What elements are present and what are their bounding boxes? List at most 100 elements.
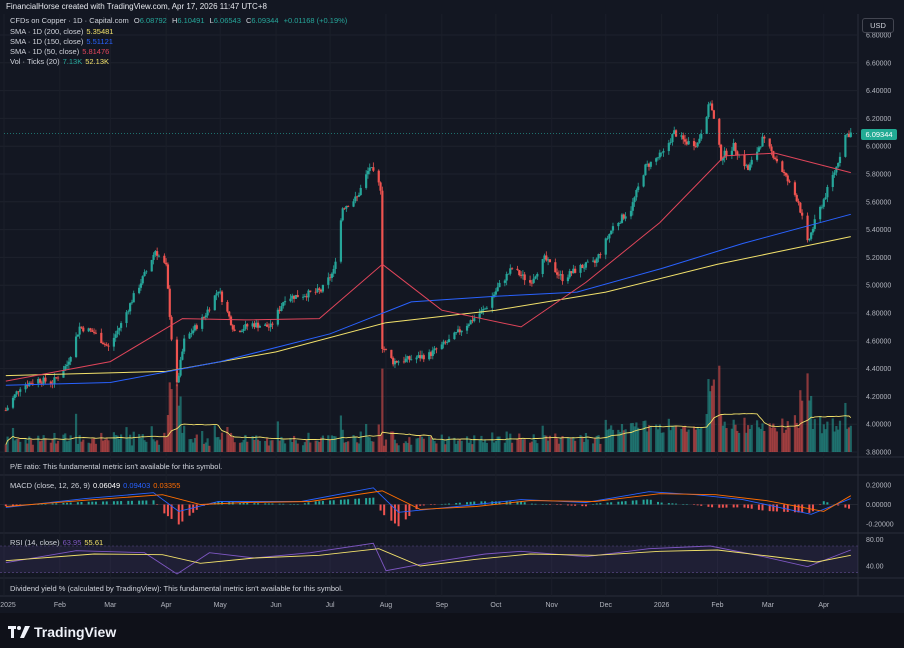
volume-bar <box>471 444 474 452</box>
volume-bar <box>799 390 802 452</box>
candle-body <box>570 271 573 274</box>
volume-bar <box>283 443 287 452</box>
candle-body <box>849 132 852 137</box>
candle-body <box>763 136 766 139</box>
volume-bar <box>188 439 191 452</box>
candle-body <box>372 167 375 171</box>
volume-bar <box>15 438 18 452</box>
candle-body <box>116 330 119 335</box>
volume-bar <box>694 429 697 452</box>
price-tick-label: 6.20000 <box>866 116 891 123</box>
volume-bar <box>656 429 660 452</box>
volume-bar <box>429 436 433 452</box>
macd-histogram-bar <box>289 504 292 505</box>
volume-bar <box>251 436 254 452</box>
macd-histogram-bar <box>51 503 54 505</box>
volume-bar <box>118 439 121 452</box>
sma50-legend[interactable]: SMA · 1D (50, close) 5.81476 <box>10 47 110 56</box>
volume-bar <box>572 437 575 452</box>
volume-bar <box>278 440 281 452</box>
volume-bar <box>228 434 231 452</box>
volume-bar <box>819 416 822 452</box>
volume-bar <box>112 432 116 452</box>
volume-bar <box>343 442 346 452</box>
candle-body <box>282 302 285 307</box>
time-tick-label: 2026 <box>654 602 670 609</box>
macd-histogram-bar <box>775 504 778 512</box>
volume-bar <box>774 427 777 452</box>
candle-body <box>368 167 371 171</box>
volume-bar <box>168 382 171 452</box>
macd-histogram-bar <box>332 500 335 505</box>
volume-bar <box>49 442 52 452</box>
tradingview-logo[interactable]: TradingView <box>8 624 116 640</box>
candle-body <box>183 338 186 352</box>
macd-histogram-bar <box>156 504 159 505</box>
candle-body <box>278 309 281 311</box>
macd-histogram-bar <box>657 501 660 505</box>
volume-bar <box>503 442 506 452</box>
volume-bar <box>395 443 398 452</box>
macd-histogram-bar <box>761 504 764 511</box>
chart-canvas[interactable]: 6.80000 6.60000 6.40000 6.20000 6.00000 5.800… <box>0 0 904 613</box>
macd-histogram-bar <box>19 504 22 506</box>
ohlc-close: C6.09344 <box>245 16 279 25</box>
candle-body <box>797 201 800 203</box>
macd-histogram-bar <box>112 501 115 505</box>
macd-tick-label: 0.20000 <box>866 482 891 489</box>
price-candles[interactable] <box>4 100 852 412</box>
volume-bar <box>543 435 546 452</box>
candle-body <box>177 375 180 383</box>
macd-histogram-bar <box>736 504 739 508</box>
volume-bar <box>341 429 344 452</box>
sma150-legend[interactable]: SMA · 1D (150, close) 5.51121 <box>10 37 113 46</box>
volume-bar <box>406 442 409 452</box>
volume-bar <box>114 435 117 452</box>
candle-body <box>190 333 193 334</box>
candle-body <box>265 324 269 327</box>
macd-histogram-bar <box>458 502 461 505</box>
candle-body <box>393 360 397 365</box>
volume-bar <box>256 439 260 452</box>
candle-body <box>783 171 786 174</box>
macd-histogram-bar <box>264 503 267 505</box>
macd-pane[interactable] <box>0 487 858 527</box>
currency-button[interactable]: USD <box>862 18 894 33</box>
candle-body <box>496 287 499 292</box>
macd-histogram-bar <box>343 499 346 505</box>
candle-body <box>629 210 633 217</box>
candle-body <box>795 194 798 202</box>
candle-body <box>734 142 737 152</box>
volume-bar <box>345 441 348 452</box>
candle-body <box>291 295 294 299</box>
volume-legend[interactable]: Vol · Ticks (20) 7.13K 52.13K <box>10 57 109 66</box>
volume-bar <box>700 426 703 452</box>
macd-legend[interactable]: MACD (close, 12, 26, 9) 0.06049 0.09403 0.0… <box>10 481 181 490</box>
macd-histogram-bar <box>397 504 400 527</box>
candle-body <box>255 322 258 328</box>
volume-bar <box>528 442 532 452</box>
symbol-title[interactable]: CFDs on Copper · 1D · Capital.com <box>10 16 129 25</box>
rsi-pane[interactable] <box>0 542 858 575</box>
volume-bar <box>604 419 607 452</box>
volume-bar <box>725 428 728 452</box>
rsi-legend[interactable]: RSI (14, close) 63.95 55.61 <box>10 538 104 547</box>
volume-bar <box>534 440 537 452</box>
volume-bar <box>264 441 267 452</box>
sma200-legend[interactable]: SMA · 1D (200, close) 5.35481 <box>10 27 114 36</box>
macd-histogram-bar <box>152 500 155 505</box>
volume-bar <box>510 442 514 452</box>
candle-body <box>748 164 751 170</box>
volume-bar <box>642 421 645 452</box>
macd-histogram-bar <box>365 498 368 505</box>
volume-bar <box>808 400 811 452</box>
macd-histogram-bar <box>408 504 411 516</box>
volume-bar <box>384 439 388 452</box>
candle-body <box>381 190 384 350</box>
candle-body <box>217 291 220 294</box>
macd-histogram-bar <box>430 504 432 505</box>
volume-bar <box>417 437 420 452</box>
volume-bar <box>485 442 488 452</box>
volume-bar <box>838 420 842 452</box>
volume-bar <box>26 443 29 452</box>
